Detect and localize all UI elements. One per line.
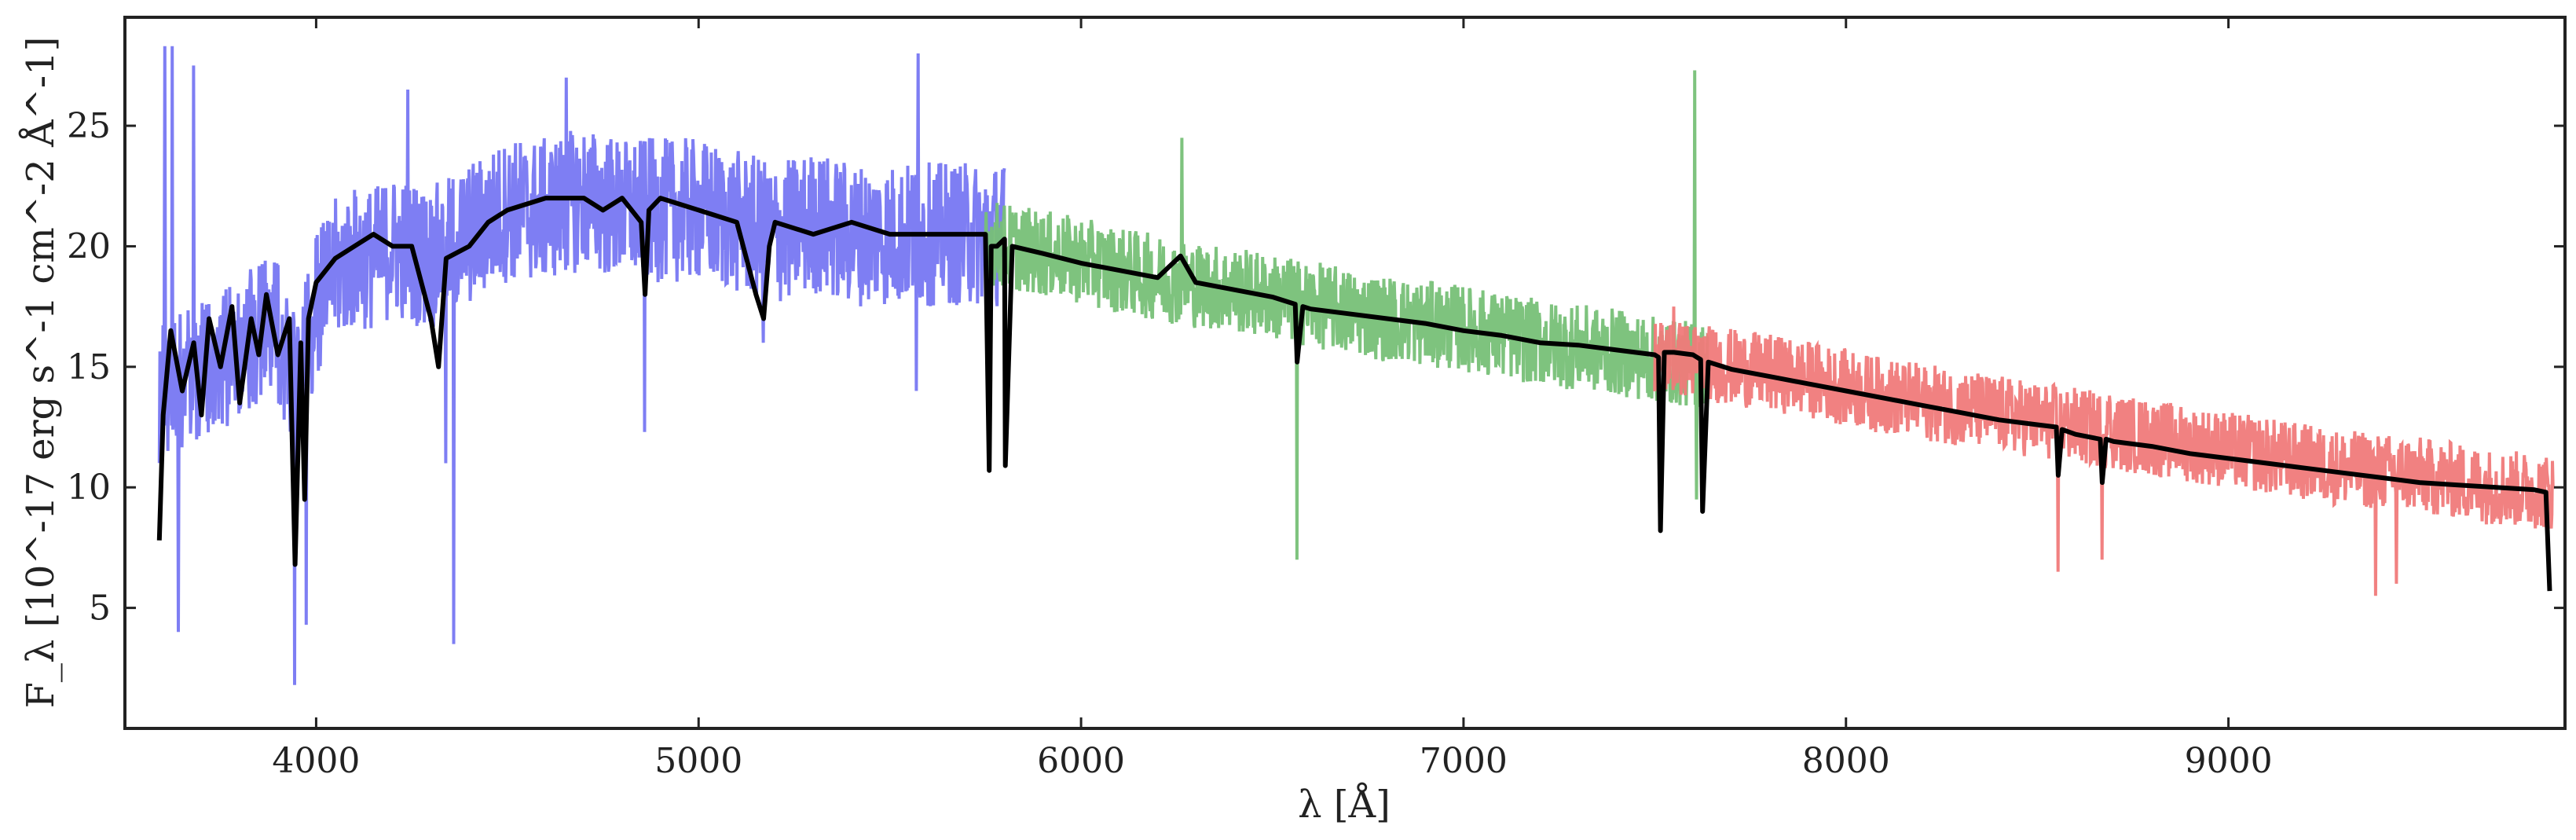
y-tick-label: 5 — [89, 589, 111, 629]
y-tick-label: 25 — [67, 106, 111, 146]
series-blue-arm — [157, 46, 1006, 685]
series-red-arm — [1653, 306, 2555, 596]
y-tick-label: 15 — [67, 347, 111, 387]
series-layer — [156, 46, 2555, 685]
x-tick-label: 9000 — [2185, 741, 2273, 781]
tick-layer: 4000 5000 6000 7000 8000 9000 5 10 15 20 25 — [67, 17, 2565, 781]
plot-frame — [123, 16, 2567, 730]
y-axis-label: F_λ [10^-17 erg s^-1 cm^-2 Å^-1] — [18, 37, 63, 709]
y-tick-label: 10 — [67, 468, 111, 508]
x-tick-label: 8000 — [1802, 741, 1890, 781]
x-tick-label: 5000 — [654, 741, 742, 781]
y-tick-label: 20 — [67, 226, 111, 266]
series-model — [156, 196, 2552, 592]
series-green-arm — [984, 70, 1710, 560]
x-axis-label: λ [Å] — [1298, 782, 1391, 827]
x-tick-label: 6000 — [1037, 741, 1125, 781]
x-tick-label: 4000 — [272, 741, 360, 781]
x-tick-label: 7000 — [1420, 741, 1508, 781]
